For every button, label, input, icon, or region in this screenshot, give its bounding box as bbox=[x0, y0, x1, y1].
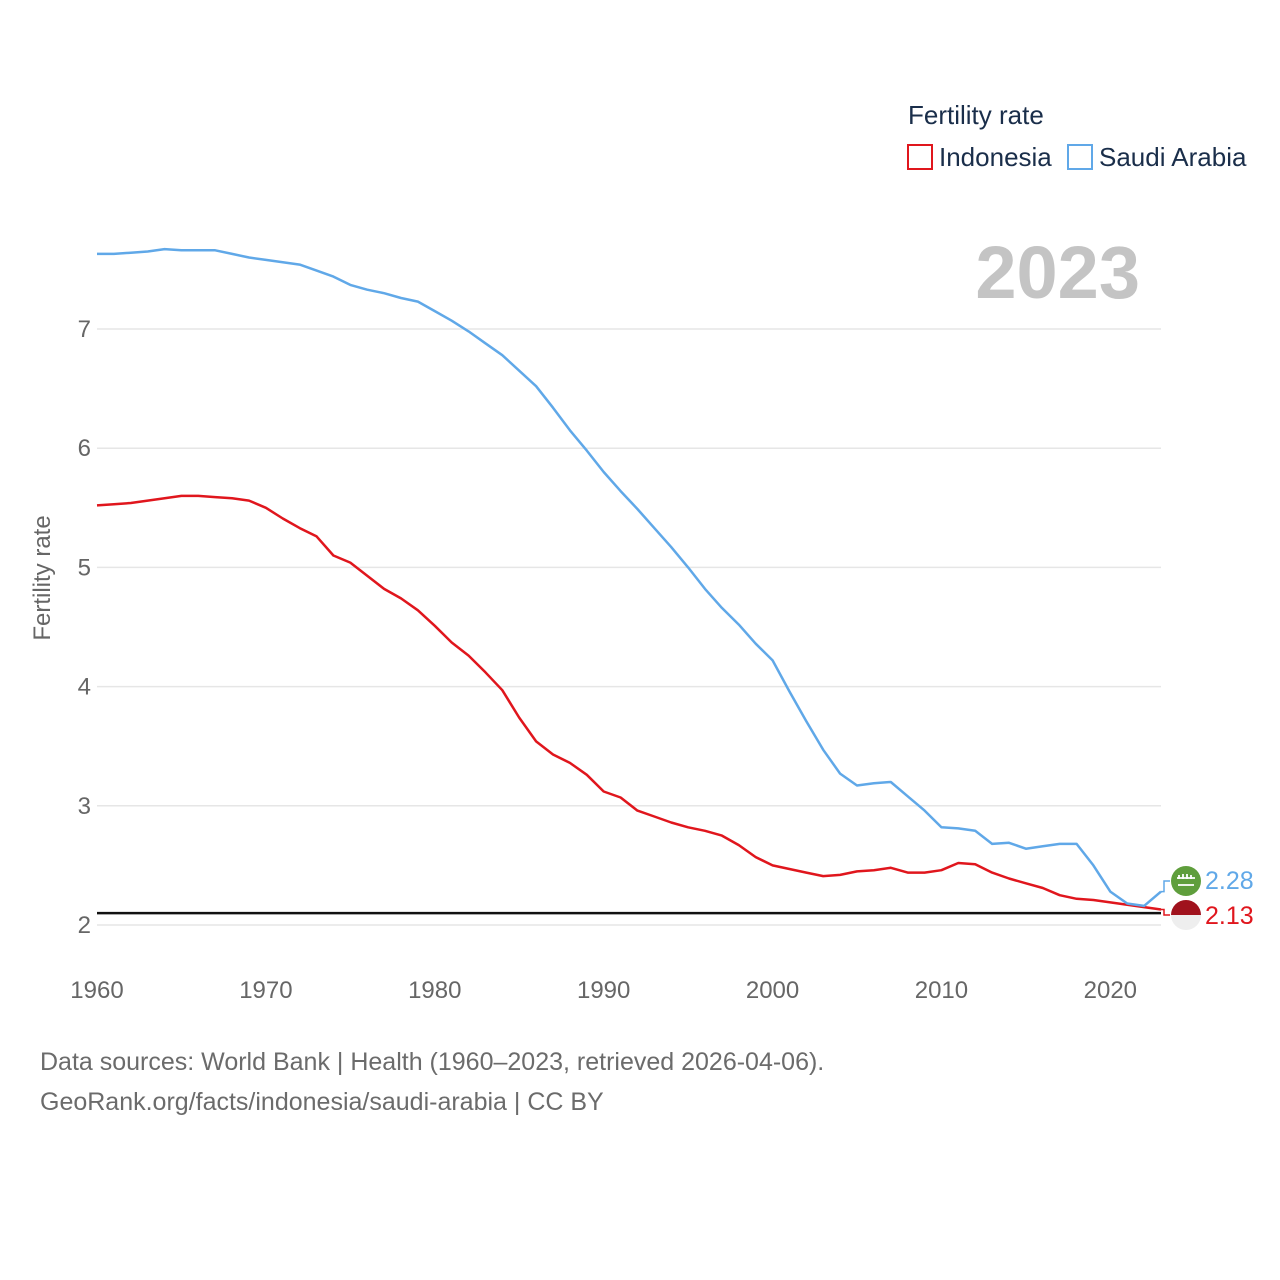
end-connector-saudi-arabia bbox=[1161, 880, 1170, 893]
x-tick-labels: 1960 1970 1980 1990 2000 2010 2020 bbox=[70, 977, 1137, 1004]
legend-label-indonesia: Indonesia bbox=[939, 142, 1052, 172]
y-tick-label: 5 bbox=[78, 554, 91, 581]
x-tick-label: 2010 bbox=[915, 977, 968, 1004]
legend-item-indonesia[interactable]: Indonesia bbox=[907, 142, 1052, 172]
attribution-link[interactable]: GeoRank.org/facts/indonesia/saudi-arabia… bbox=[40, 1088, 604, 1116]
y-tick-label: 4 bbox=[78, 674, 91, 701]
indonesia-flag-icon bbox=[1171, 900, 1201, 930]
footer: Data sources: World Bank | Health (1960–… bbox=[40, 1042, 824, 1122]
end-markers: 2.28 2.13 bbox=[1171, 866, 1254, 930]
legend: Fertility rate Indonesia Saudi Arabia bbox=[907, 100, 1247, 172]
series-line-saudi-arabia[interactable] bbox=[97, 247, 1162, 908]
legend-swatch-indonesia bbox=[907, 144, 933, 170]
saudi-arabia-flag-icon bbox=[1171, 866, 1201, 896]
x-tick-label: 1980 bbox=[408, 977, 461, 1004]
end-connector-indonesia bbox=[1161, 908, 1170, 916]
year-label: 2023 bbox=[975, 231, 1140, 314]
legend-item-saudi-arabia[interactable]: Saudi Arabia bbox=[1067, 142, 1247, 172]
legend-swatch-saudi-arabia bbox=[1067, 144, 1093, 170]
x-tick-label: 2000 bbox=[746, 977, 799, 1004]
x-tick-label: 1970 bbox=[239, 977, 292, 1004]
data-source-text: Data sources: World Bank | Health (1960–… bbox=[40, 1048, 825, 1076]
y-tick-label: 7 bbox=[78, 316, 91, 343]
legend-label-saudi-arabia: Saudi Arabia bbox=[1099, 142, 1247, 172]
legend-title: Fertility rate bbox=[908, 100, 1044, 130]
x-tick-label: 1990 bbox=[577, 977, 630, 1004]
y-tick-label: 2 bbox=[78, 912, 91, 939]
y-tick-label: 6 bbox=[78, 435, 91, 462]
series-line-indonesia[interactable] bbox=[96, 494, 1162, 911]
y-tick-labels: 2 3 4 5 6 7 bbox=[78, 316, 91, 939]
end-label-indonesia: 2.13 bbox=[1205, 902, 1254, 930]
y-tick-label: 3 bbox=[78, 793, 91, 820]
y-axis-title: Fertility rate bbox=[29, 515, 56, 640]
end-label-saudi-arabia: 2.28 bbox=[1205, 867, 1254, 895]
x-tick-label: 2020 bbox=[1084, 977, 1137, 1004]
fertility-rate-chart: 2 3 4 5 6 7 1960 1970 1980 1990 2000 2010 2020 Fert… bbox=[29, 100, 1254, 1004]
y-gridlines bbox=[97, 328, 1161, 926]
series-lines bbox=[96, 247, 1170, 916]
x-tick-label: 1960 bbox=[70, 977, 123, 1004]
